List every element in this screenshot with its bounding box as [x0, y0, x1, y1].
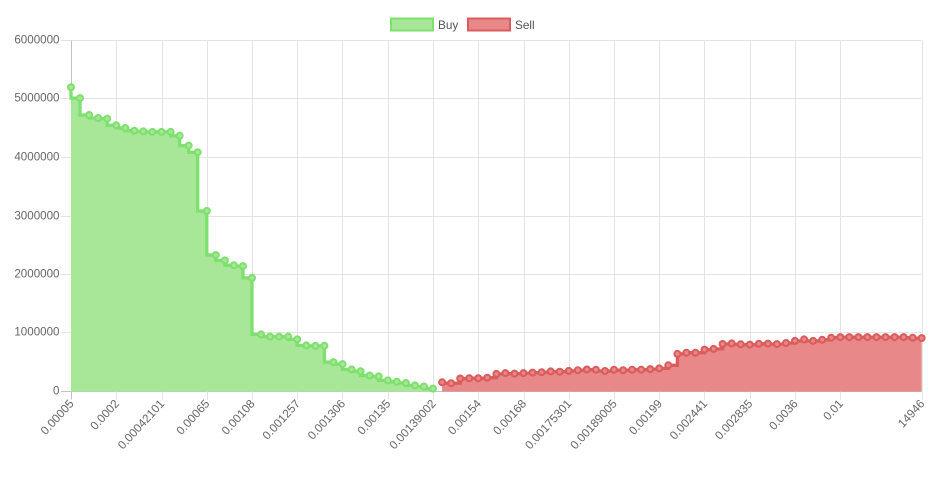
svg-text:4000000: 4000000 — [14, 151, 59, 164]
svg-text:Sell: Sell — [515, 18, 535, 32]
svg-text:0: 0 — [53, 385, 59, 398]
svg-text:2000000: 2000000 — [14, 268, 59, 281]
svg-text:1000000: 1000000 — [14, 326, 59, 339]
svg-text:Buy: Buy — [438, 18, 458, 32]
svg-text:3000000: 3000000 — [14, 210, 59, 223]
svg-text:5000000: 5000000 — [14, 92, 59, 105]
svg-text:6000000: 6000000 — [14, 34, 59, 47]
